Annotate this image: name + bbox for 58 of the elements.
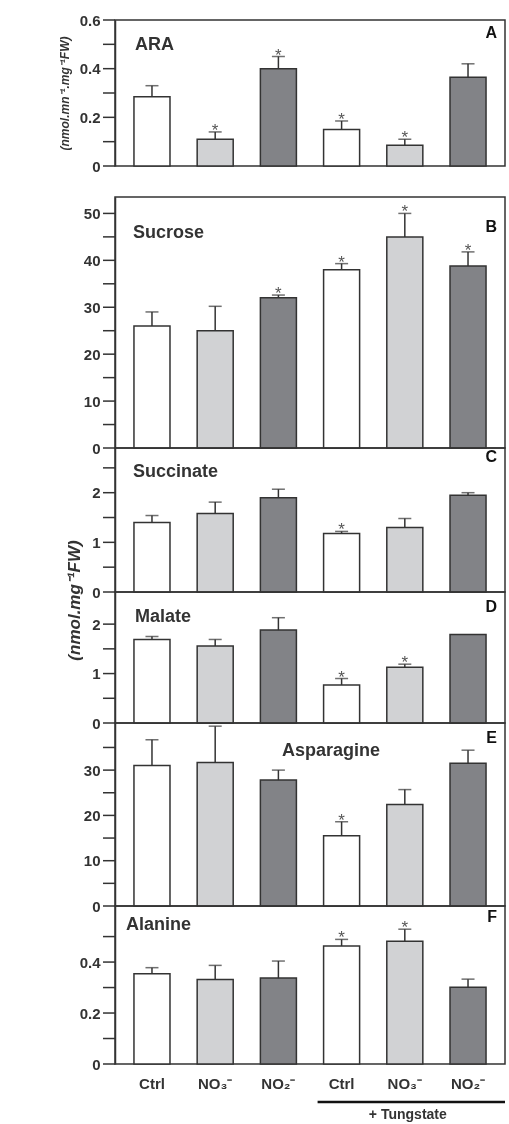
data-label: * xyxy=(338,252,346,272)
y-axis-title: (nmol.mg⁻¹FW) xyxy=(65,540,85,661)
y-tick-label: 0 xyxy=(92,439,101,457)
y-tick-label: 20 xyxy=(83,806,101,824)
y-tick-label: 0.6 xyxy=(79,11,101,29)
text: Succinate xyxy=(133,461,219,481)
text: Malate xyxy=(135,606,192,626)
annotation: D xyxy=(485,598,497,615)
y-tick-label: 2 xyxy=(92,484,101,502)
y-tick-label: 10 xyxy=(83,852,101,870)
data-label: * xyxy=(401,128,409,148)
y-tick-label: 0.4 xyxy=(79,60,102,78)
annotation: E xyxy=(486,729,498,746)
annotation: F xyxy=(487,908,498,925)
y-tick-label: 20 xyxy=(83,345,101,363)
data-label: * xyxy=(401,918,409,938)
data-label: * xyxy=(338,109,346,129)
text: Sucrose xyxy=(133,222,205,242)
y-tick-label: 0 xyxy=(92,897,101,915)
data-label: * xyxy=(275,45,283,65)
data-label: * xyxy=(211,120,219,140)
x-tick-label: NO₃⁻ xyxy=(197,1074,233,1092)
y-tick-label: 1 xyxy=(92,665,101,683)
y-tick-label: 0.2 xyxy=(79,108,101,126)
y-tick-label: 30 xyxy=(83,298,101,316)
x-tick-label: Ctrl xyxy=(139,1074,165,1092)
x-tick-label: NO₂⁻ xyxy=(450,1074,486,1092)
y-tick-label: 10 xyxy=(83,392,101,410)
data-label: * xyxy=(338,810,346,830)
data-label: * xyxy=(464,240,472,260)
y-tick-label: 0 xyxy=(92,157,101,175)
y-tick-label: 40 xyxy=(83,251,101,269)
y-tick-label: 0 xyxy=(92,714,101,732)
data-label: * xyxy=(338,928,346,948)
y-tick-label: 0.4 xyxy=(79,953,102,971)
y-tick-label: 50 xyxy=(83,204,101,222)
data-label: * xyxy=(401,653,409,673)
x-tick-label: Ctrl xyxy=(328,1074,355,1092)
annotation: C xyxy=(485,448,498,465)
text: ARA xyxy=(135,34,174,54)
annotation: A xyxy=(485,24,498,41)
text: Alanine xyxy=(126,914,192,934)
y-tick-label: 0 xyxy=(92,1055,101,1073)
y-axis-title: (nmol.mn⁻¹.mg⁻¹FW) xyxy=(57,36,72,151)
x-tick-label: NO₃⁻ xyxy=(387,1074,423,1092)
data-label: * xyxy=(401,202,409,222)
text: + Tungstate xyxy=(368,1106,447,1122)
data-label: * xyxy=(338,520,346,540)
y-tick-label: 0 xyxy=(92,583,101,601)
text: Asparagine xyxy=(282,740,381,760)
annotation: B xyxy=(485,218,497,235)
x-tick-label: NO₂⁻ xyxy=(261,1074,296,1092)
data-label: * xyxy=(275,284,283,304)
y-tick-label: 0.2 xyxy=(79,1004,101,1022)
y-tick-label: 1 xyxy=(92,533,101,551)
y-tick-label: 30 xyxy=(83,761,101,779)
y-tick-label: 2 xyxy=(92,615,101,633)
data-label: * xyxy=(338,667,346,687)
